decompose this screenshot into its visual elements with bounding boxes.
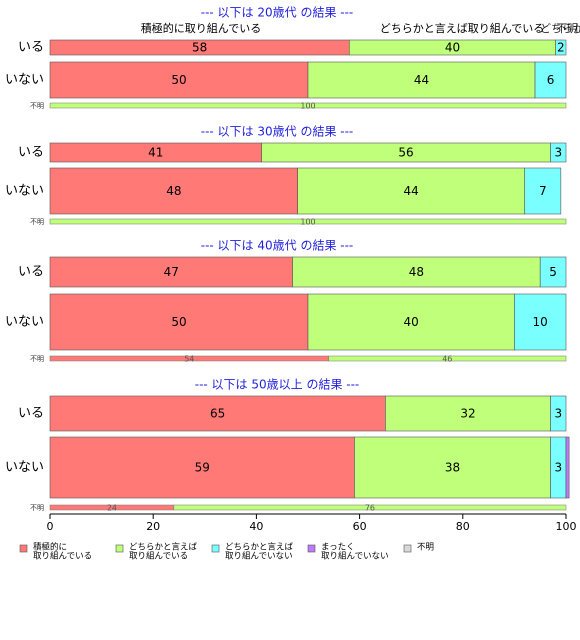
bar-segment-2-2-3	[524, 167, 562, 215]
legend-swatch-4	[307, 544, 316, 553]
bar-segment-2-2-2	[297, 167, 526, 215]
bar-segment-1-2-3	[534, 61, 567, 99]
top-annotation-4: 不明	[556, 22, 578, 35]
fumei-value-3-1: 54	[184, 355, 194, 364]
legend-swatch-1	[19, 544, 28, 553]
fumei-segment-2-1	[49, 218, 567, 225]
fumei-label-1: 不明	[30, 102, 44, 110]
data-label-4-2-1: 59	[195, 461, 210, 475]
x-tick-label-1: 0	[47, 520, 54, 533]
data-label-3-2-3: 10	[533, 315, 548, 329]
legend-label-4-2: 取り組んでいない	[321, 551, 389, 562]
bar-segment-4-1-3	[550, 395, 567, 432]
group-title-1: --- 以下は 20歳代 の結果 ---	[201, 6, 354, 20]
bar-segment-3-2-1	[49, 293, 309, 351]
top-annotation-1: 積極的に取り組んでいる	[141, 21, 261, 35]
bar-label-2-1: いる	[18, 145, 44, 160]
bar-segment-3-2-2	[307, 293, 515, 351]
legend-label-5-1: 不明	[417, 543, 434, 553]
bar-label-4-2: いない	[5, 460, 44, 475]
x-tick-label-3: 40	[249, 520, 263, 533]
fumei-value-1-1: 100	[300, 102, 315, 111]
bar-segment-1-2-2	[307, 61, 536, 99]
x-tick-label-5: 80	[456, 520, 470, 533]
data-label-1-1-2: 40	[445, 41, 460, 55]
data-label-2-2-3: 7	[539, 184, 547, 198]
data-label-1-1-3: 2	[557, 41, 565, 55]
bar-segment-1-1-3	[555, 39, 567, 56]
bar-segment-4-2-4	[565, 436, 570, 499]
fumei-segment-1-1	[49, 102, 567, 109]
legend-label-3-1: どちらかと言えば	[225, 542, 294, 553]
legend-swatch-2	[115, 544, 124, 553]
fumei-value-4-2: 76	[365, 504, 375, 513]
group-title-2: --- 以下は 30歳代 の結果 ---	[201, 125, 354, 139]
data-label-4-1-3: 3	[554, 407, 562, 421]
x-tick-label-2: 20	[146, 520, 160, 533]
data-label-2-2-1: 48	[166, 184, 181, 198]
fumei-label-2: 不明	[30, 218, 44, 226]
data-label-3-1-2: 48	[409, 265, 424, 279]
x-tick-label-6: 100	[556, 520, 577, 533]
bar-label-2-2: いない	[5, 184, 44, 199]
bar-segment-4-1-2	[385, 395, 551, 432]
top-annotation-3: どちらかと	[540, 22, 580, 35]
data-label-1-1-1: 58	[192, 41, 207, 55]
data-label-3-2-2: 40	[404, 315, 419, 329]
bar-segment-3-1-2	[292, 256, 541, 288]
bar-segment-3-1-3	[539, 256, 567, 288]
group-title-4: --- 以下は 50歳以上 の結果 ---	[195, 378, 360, 392]
bar-segment-2-2-1	[49, 167, 298, 215]
data-label-1-2-3: 6	[547, 73, 555, 87]
bar-label-4-1: いる	[18, 406, 44, 421]
fumei-label-3: 不明	[30, 355, 44, 363]
data-label-4-1-2: 32	[460, 407, 475, 421]
group-title-3: --- 以下は 40歳代 の結果 ---	[201, 239, 354, 253]
data-label-3-1-3: 5	[549, 265, 557, 279]
legend-label-4-1: まったく	[321, 543, 355, 553]
x-tick-label-4: 60	[353, 520, 367, 533]
data-label-2-1-2: 56	[398, 146, 413, 160]
legend-swatch-3	[211, 544, 220, 553]
fumei-label-4: 不明	[30, 504, 44, 512]
bar-segment-4-1-1	[49, 395, 386, 432]
data-label-2-2-2: 44	[404, 184, 419, 198]
fumei-value-2-1: 100	[300, 218, 315, 227]
data-label-2-1-1: 41	[148, 146, 163, 160]
fumei-segment-4-2	[173, 504, 567, 511]
data-label-4-1-1: 65	[210, 407, 225, 421]
top-annotation-2: どちらかと言えば取り組んでいる	[380, 22, 544, 35]
legend-swatch-5	[403, 544, 412, 553]
fumei-value-3-2: 46	[442, 355, 452, 364]
bar-segment-2-1-3	[550, 142, 567, 163]
legend-label-2-1: どちらかと言えば	[129, 542, 198, 553]
data-label-4-2-3: 3	[554, 461, 562, 475]
data-label-1-2-2: 44	[414, 73, 429, 87]
bar-segment-4-2-1	[49, 436, 355, 499]
bar-label-1-2: いない	[5, 73, 44, 88]
data-label-4-2-2: 38	[445, 461, 460, 475]
fumei-segment-3-2	[328, 355, 567, 362]
data-label-2-1-3: 3	[554, 146, 562, 160]
data-label-3-1-1: 47	[164, 265, 179, 279]
fumei-value-4-1: 24	[107, 504, 117, 513]
bar-label-3-2: いない	[5, 315, 44, 330]
data-label-3-2-1: 50	[171, 315, 186, 329]
legend-label-3-2: 取り組んでいない	[225, 551, 293, 562]
data-label-1-2-1: 50	[171, 73, 186, 87]
bar-label-1-1: いる	[18, 40, 44, 55]
legend-label-1-1: 積極的に	[33, 542, 67, 553]
bar-label-3-1: いる	[18, 265, 44, 280]
bar-segment-3-2-3	[514, 293, 567, 351]
legend-label-2-2: 取り組んでいる	[129, 551, 188, 562]
legend-label-1-2: 取り組んでいる	[33, 551, 92, 562]
